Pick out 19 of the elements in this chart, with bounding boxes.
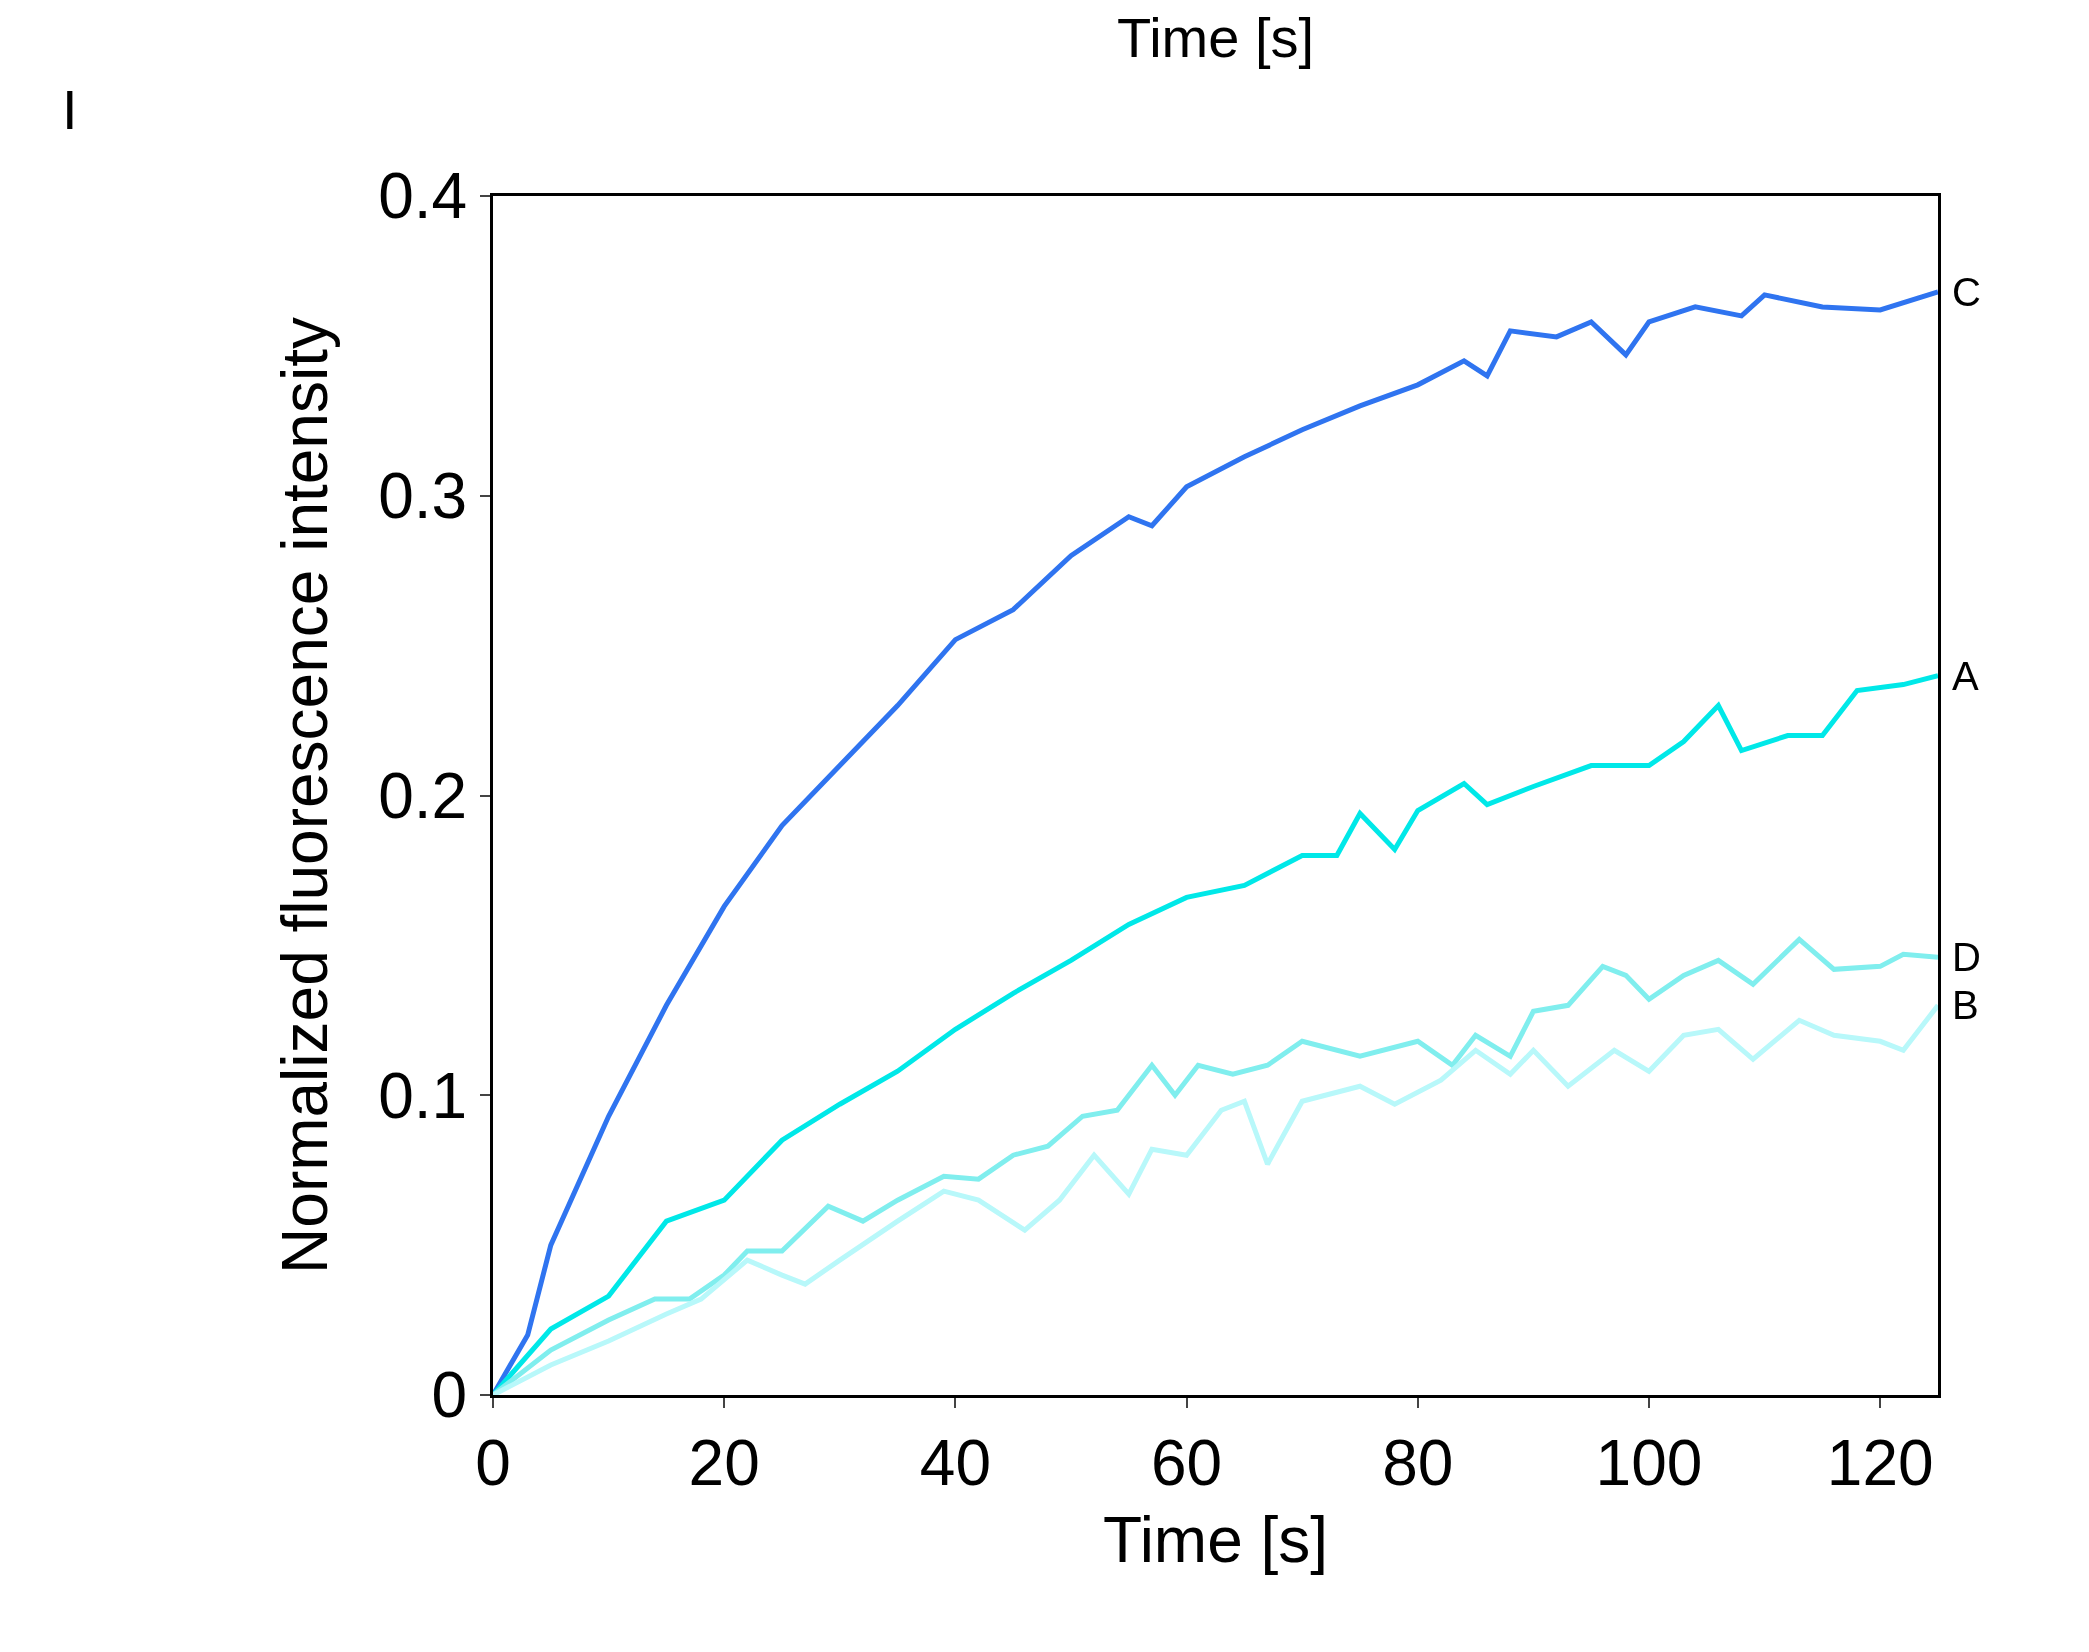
- x-axis-title: Time [s]: [1102, 1504, 1329, 1577]
- text: Time [s]: [1117, 6, 1315, 69]
- y-axis-title: Normalized fluorescence intensity: [269, 317, 342, 1274]
- y-tick-label: 0.4: [378, 160, 468, 233]
- x-tick-label: 100: [1595, 1426, 1703, 1499]
- series-label: A: [1952, 654, 1979, 698]
- series-label: D: [1952, 935, 1981, 979]
- x-tick-label: 120: [1826, 1426, 1934, 1499]
- text: I: [62, 78, 78, 141]
- series-label: B: [1952, 983, 1979, 1027]
- x-tick-label: 20: [688, 1426, 760, 1499]
- x-tick-label: 60: [1151, 1426, 1223, 1499]
- y-tick-label: 0.2: [378, 759, 468, 832]
- x-tick-label: 40: [919, 1426, 991, 1499]
- series-label: C: [1952, 270, 1981, 314]
- y-tick-label: 0.1: [378, 1059, 468, 1132]
- y-tick-label: 0.3: [378, 460, 468, 533]
- y-tick-label: 0: [431, 1359, 468, 1432]
- x-tick-label: 80: [1382, 1426, 1454, 1499]
